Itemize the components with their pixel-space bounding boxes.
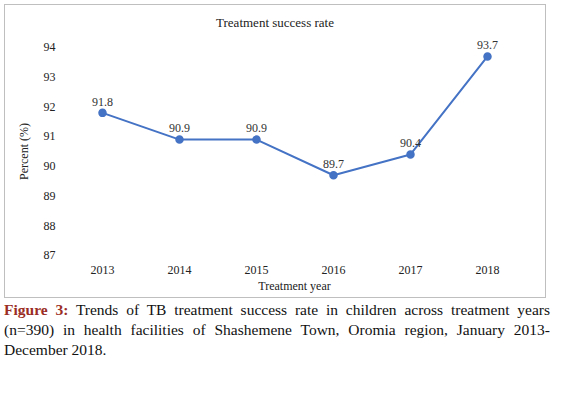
svg-text:89: 89 <box>44 189 56 203</box>
svg-text:2018: 2018 <box>476 263 500 277</box>
html-text:Treatment success rate: Treatment success rate <box>216 15 334 30</box>
svg-text:2016: 2016 <box>322 263 346 277</box>
svg-text:91.8: 91.8 <box>92 95 113 109</box>
svg-text:90.9: 90.9 <box>246 121 267 135</box>
svg-text:Treatment year: Treatment year <box>258 279 331 293</box>
svg-text:2015: 2015 <box>245 263 269 277</box>
svg-text:94: 94 <box>44 40 56 54</box>
html-text:Figure 3: Trends of TB treatme: Figure 3: Trends of TB treatment success… <box>4 301 550 358</box>
svg-text:90: 90 <box>44 159 56 173</box>
svg-text:88: 88 <box>44 219 56 233</box>
svg-text:2013: 2013 <box>91 263 115 277</box>
svg-text:2014: 2014 <box>168 263 192 277</box>
svg-text:90.9: 90.9 <box>169 121 190 135</box>
svg-text:93.7: 93.7 <box>477 38 498 52</box>
svg-text:2017: 2017 <box>399 263 423 277</box>
svg-text:92: 92 <box>44 100 56 114</box>
svg-text:Percent (%): Percent (%) <box>17 123 31 180</box>
svg-text:90.4: 90.4 <box>400 136 421 150</box>
svg-text:87: 87 <box>44 248 56 262</box>
svg-text:93: 93 <box>44 70 56 84</box>
svg-text:91: 91 <box>44 129 56 143</box>
svg-text:89.7: 89.7 <box>323 157 344 171</box>
